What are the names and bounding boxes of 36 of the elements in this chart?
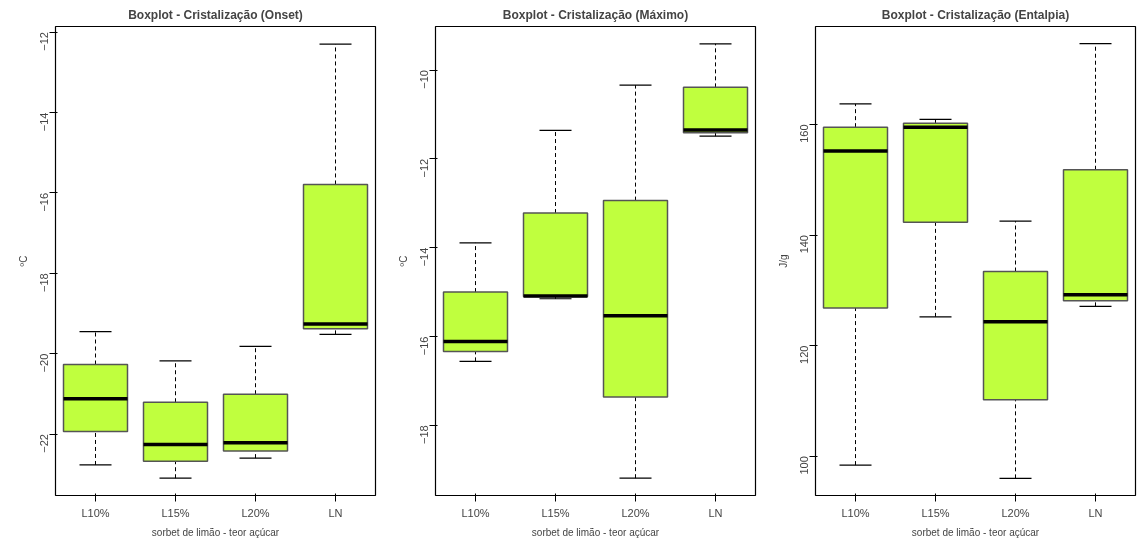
x-axis-title: sorbet de limão - teor açúcar bbox=[531, 526, 660, 538]
x-tick-label: LN bbox=[328, 506, 343, 519]
y-tick-label: −16 bbox=[418, 336, 431, 356]
y-tick-label: −12 bbox=[418, 158, 431, 178]
x-tick-label: L15% bbox=[161, 506, 190, 519]
y-tick-label: −14 bbox=[418, 247, 431, 267]
y-tick-label: −20 bbox=[38, 353, 51, 373]
x-axis-title: sorbet de limão - teor açúcar bbox=[911, 526, 1040, 538]
y-axis-title: ºC bbox=[17, 255, 29, 267]
x-tick-label: L20% bbox=[1001, 506, 1030, 519]
y-tick-label: −14 bbox=[38, 112, 51, 132]
y-tick-label: 120 bbox=[798, 345, 811, 364]
x-tick-label: L10% bbox=[461, 506, 490, 519]
y-tick-label: −18 bbox=[418, 425, 431, 444]
chart-title: Boxplot - Cristalização (Onset) bbox=[128, 7, 303, 22]
x-tick-label: L10% bbox=[81, 506, 110, 519]
x-tick-label: L10% bbox=[841, 506, 870, 519]
y-tick-label: 100 bbox=[798, 456, 811, 475]
x-axis-title: sorbet de limão - teor açúcar bbox=[151, 526, 280, 538]
y-tick-label: −22 bbox=[38, 434, 51, 453]
y-tick-label: −10 bbox=[418, 70, 431, 89]
y-tick-label: −16 bbox=[38, 192, 51, 212]
x-tick-label: LN bbox=[1088, 506, 1103, 519]
x-tick-label: LN bbox=[708, 506, 723, 519]
y-tick-label: −18 bbox=[38, 273, 51, 292]
y-tick-label: 160 bbox=[798, 124, 811, 143]
x-tick-label: L20% bbox=[241, 506, 270, 519]
x-tick-label: L15% bbox=[541, 506, 570, 519]
chart-title: Boxplot - Cristalização (Entalpia) bbox=[881, 7, 1070, 22]
y-tick-label: 140 bbox=[798, 235, 811, 254]
y-axis-title: J/g bbox=[777, 254, 789, 268]
x-tick-label: L15% bbox=[921, 506, 950, 519]
y-axis-title: ºC bbox=[397, 255, 409, 267]
chart-title: Boxplot - Cristalização (Máximo) bbox=[502, 7, 689, 22]
x-tick-label: L20% bbox=[621, 506, 650, 519]
y-tick-label: −12 bbox=[38, 32, 51, 51]
